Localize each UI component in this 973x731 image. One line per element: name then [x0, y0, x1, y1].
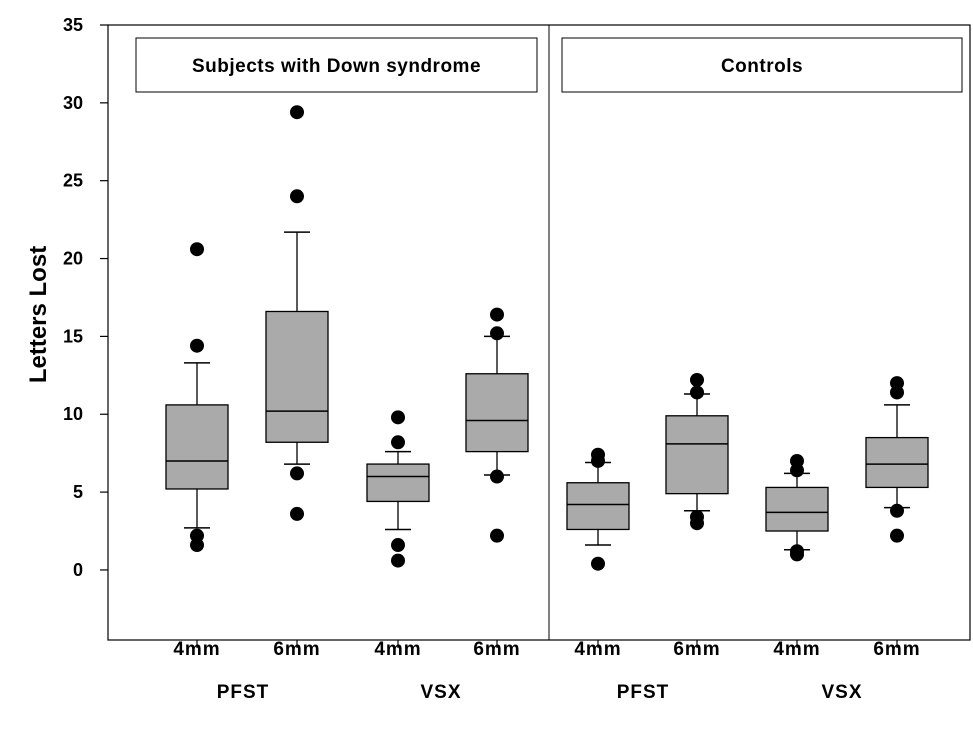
outlier-point [591, 556, 605, 571]
group-label: PFST [217, 682, 270, 703]
box-category-label: 4mm [374, 639, 421, 660]
box-plot [165, 242, 229, 553]
outlier-point [290, 189, 304, 204]
outlier-point [290, 466, 304, 481]
y-tick-label: 30 [63, 93, 83, 113]
outlier-point [490, 307, 504, 322]
outlier-point [391, 553, 405, 568]
y-tick-label: 25 [63, 171, 83, 191]
outlier-point [790, 453, 804, 468]
outlier-point [190, 338, 204, 353]
outlier-point [290, 506, 304, 521]
panel-title: Subjects with Down syndrome [192, 56, 481, 77]
box-category-label: 4mm [574, 639, 621, 660]
y-tick-label: 20 [63, 249, 83, 269]
panel-title-box [561, 37, 963, 93]
y-tick-label: 0 [73, 560, 83, 580]
iqr-box [165, 404, 229, 490]
outlier-point [190, 242, 204, 257]
outlier-point [490, 469, 504, 484]
outlier-point [490, 528, 504, 543]
outlier-point [391, 435, 405, 450]
y-tick-label: 10 [63, 404, 83, 424]
box-category-label: 6mm [473, 639, 520, 660]
outlier-point [690, 510, 704, 524]
outlier-point [391, 538, 405, 553]
box-category-label: 4mm [173, 639, 220, 660]
box-category-label: 4mm [773, 639, 820, 660]
iqr-box [366, 463, 430, 503]
outlier-point [290, 105, 304, 120]
outlier-point [890, 503, 904, 518]
group-label: PFST [617, 682, 670, 703]
outlier-point [790, 544, 804, 559]
panel-title-box [135, 37, 538, 93]
y-tick-label: 15 [63, 326, 83, 346]
iqr-box [865, 436, 929, 489]
box-plot [366, 410, 430, 568]
y-tick-label: 5 [73, 482, 83, 502]
group-label: VSX [821, 682, 862, 703]
outlier-point [690, 372, 704, 387]
box-plot [665, 372, 729, 531]
box-category-label: 6mm [673, 639, 720, 660]
outlier-point [490, 326, 504, 341]
iqr-box [566, 482, 630, 531]
y-axis-label: Letters Lost [25, 246, 52, 383]
group-label: VSX [420, 682, 461, 703]
iqr-box [265, 310, 329, 443]
panel-title: Controls [721, 56, 803, 77]
outlier-point [690, 385, 704, 400]
box-plot [265, 105, 329, 521]
box-plot [465, 307, 529, 543]
outlier-point [591, 447, 605, 462]
outlier-point [890, 528, 904, 543]
iqr-box [765, 486, 829, 532]
outlier-point [890, 376, 904, 391]
iqr-box [465, 373, 529, 453]
outlier-point [190, 528, 204, 543]
box-category-label: 6mm [873, 639, 920, 660]
plot-frame [107, 24, 971, 641]
outlier-point [391, 410, 405, 425]
box-plot [765, 453, 829, 562]
iqr-box [665, 415, 729, 495]
box-plot [566, 447, 630, 571]
box-plot [865, 376, 929, 543]
y-tick-label: 35 [63, 15, 83, 35]
box-category-label: 6mm [273, 639, 320, 660]
